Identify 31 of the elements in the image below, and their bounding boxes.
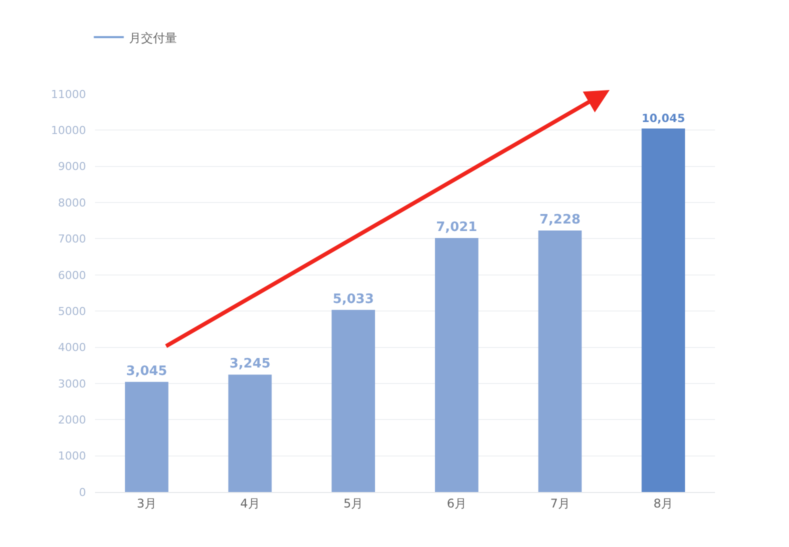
data-label: 5,033	[332, 292, 374, 307]
bar	[124, 382, 168, 492]
data-label: 7,021	[436, 220, 478, 235]
y-tick-label: 1000	[58, 450, 86, 463]
y-tick-label: 11000	[51, 88, 86, 101]
y-tick-label: 9000	[58, 160, 86, 174]
y-tick-label: 8000	[58, 196, 86, 210]
x-tick-label: 7月	[550, 496, 570, 510]
y-tick-label: 10000	[51, 124, 86, 138]
bar	[228, 374, 272, 492]
x-tick-label: 3月	[136, 496, 156, 510]
x-tick-label: 6月	[446, 496, 466, 510]
data-label: 3,045	[126, 364, 168, 379]
y-tick-label: 7000	[58, 232, 86, 246]
x-tick-label: 4月	[240, 496, 260, 510]
y-tick-label: 5000	[58, 304, 86, 318]
bar	[434, 238, 478, 492]
y-tick-label: 3000	[58, 377, 86, 390]
data-label: 7,228	[539, 212, 581, 228]
x-tick-label: 5月	[344, 496, 364, 510]
bar	[538, 230, 582, 492]
y-tick-label: 4000	[58, 341, 86, 354]
y-tick-label: 6000	[58, 268, 86, 282]
data-label: 3,245	[229, 356, 271, 372]
bar	[332, 310, 376, 492]
y-tick-label: 2000	[58, 413, 86, 426]
data-label: 10,045	[642, 112, 686, 126]
bar	[642, 128, 686, 492]
x-tick-label: 8月	[654, 496, 674, 510]
y-tick-label: 0	[79, 486, 86, 499]
legend-label: 月交付量	[128, 30, 177, 45]
